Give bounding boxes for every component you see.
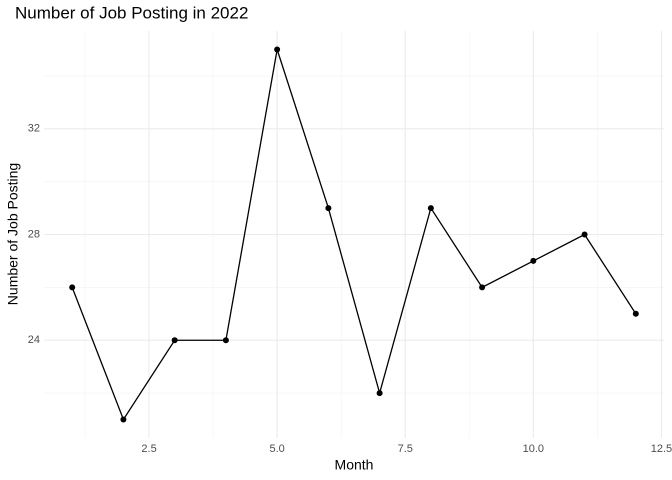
- point: [274, 46, 281, 53]
- point: [479, 284, 486, 291]
- y-tick-label: 32: [28, 123, 40, 135]
- point: [325, 205, 332, 212]
- point: [69, 284, 76, 291]
- x-tick-label: 12.5: [651, 443, 672, 455]
- point: [530, 257, 537, 264]
- chart-title: Number of Job Posting in 2022: [15, 3, 248, 22]
- x-tick-label: 10.0: [523, 443, 544, 455]
- point: [120, 416, 127, 423]
- point: [376, 390, 383, 397]
- y-tick-label: 28: [28, 228, 40, 240]
- point: [171, 337, 178, 344]
- point: [581, 231, 588, 238]
- point: [632, 310, 639, 317]
- x-tick-label: 2.5: [141, 443, 156, 455]
- x-tick-label: 5.0: [269, 443, 284, 455]
- y-axis-label: Number of Job Posting: [5, 163, 21, 305]
- point: [222, 337, 229, 344]
- line: [71, 49, 637, 421]
- x-axis-label: Month: [335, 457, 374, 473]
- point: [427, 205, 434, 212]
- y-tick-label: 24: [28, 334, 40, 346]
- x-tick-label: 7.5: [398, 443, 413, 455]
